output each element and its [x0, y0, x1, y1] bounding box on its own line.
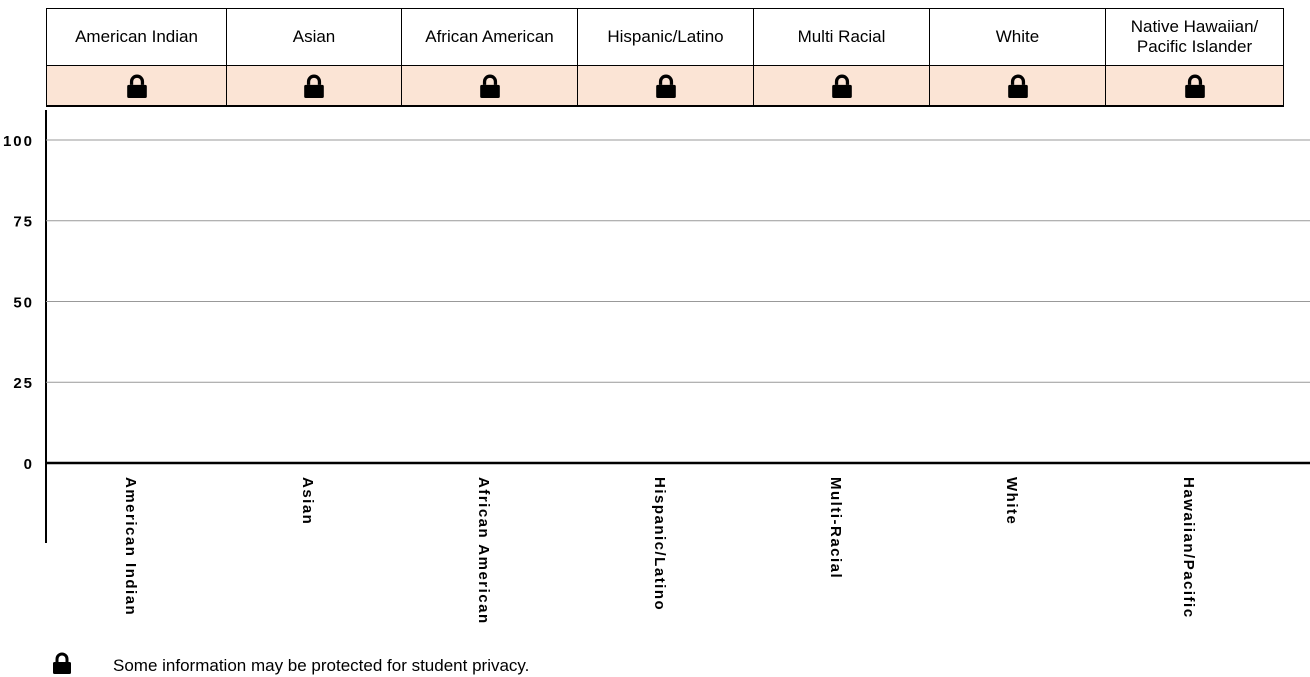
column-header: American Indian [47, 9, 227, 66]
y-tick-label: 75 [13, 214, 34, 231]
lock-icon [479, 74, 500, 98]
locked-cell [578, 66, 754, 107]
lock-icon [655, 74, 676, 98]
y-tick-label: 0 [24, 456, 34, 473]
column-header: Asian [227, 9, 402, 66]
lock-icon [831, 74, 852, 98]
race-table: American Indian Asian African American Hisp… [46, 8, 1284, 107]
locked-cell [227, 66, 402, 107]
column-header: Native Hawaiian/ Pacific Islander [1106, 9, 1284, 66]
x-tick-label: Hawaiian/Pacific [1180, 477, 1197, 619]
column-header: African American [402, 9, 578, 66]
x-tick-label: Asian [299, 477, 316, 525]
locked-cell [1106, 66, 1284, 107]
column-header: Hispanic/Latino [578, 9, 754, 66]
lock-icon [126, 74, 147, 98]
column-header: White [930, 9, 1106, 66]
locked-cell [402, 66, 578, 107]
column-header: Multi Racial [754, 9, 930, 66]
privacy-note: Some information may be protected for st… [113, 656, 530, 675]
y-tick-label: 50 [13, 294, 34, 311]
x-tick-label: Hispanic/Latino [651, 477, 668, 611]
y-tick-label: 25 [13, 375, 34, 392]
lock-icon [1007, 74, 1028, 98]
x-tick-label: Multi-Racial [827, 477, 844, 579]
lock-icon [1184, 74, 1205, 98]
y-tick-label: 100 [3, 133, 34, 150]
locked-cell [47, 66, 227, 107]
x-tick-label: American Indian [122, 477, 139, 616]
locked-cell [754, 66, 930, 107]
category-labels: American Indian Asian African American Hisp… [122, 477, 1197, 625]
lock-icon [304, 74, 324, 98]
x-tick-label: African American [475, 477, 492, 625]
x-tick-label: White [1003, 477, 1020, 525]
locked-cell [930, 66, 1106, 107]
privacy-lock-icon [52, 652, 72, 674]
